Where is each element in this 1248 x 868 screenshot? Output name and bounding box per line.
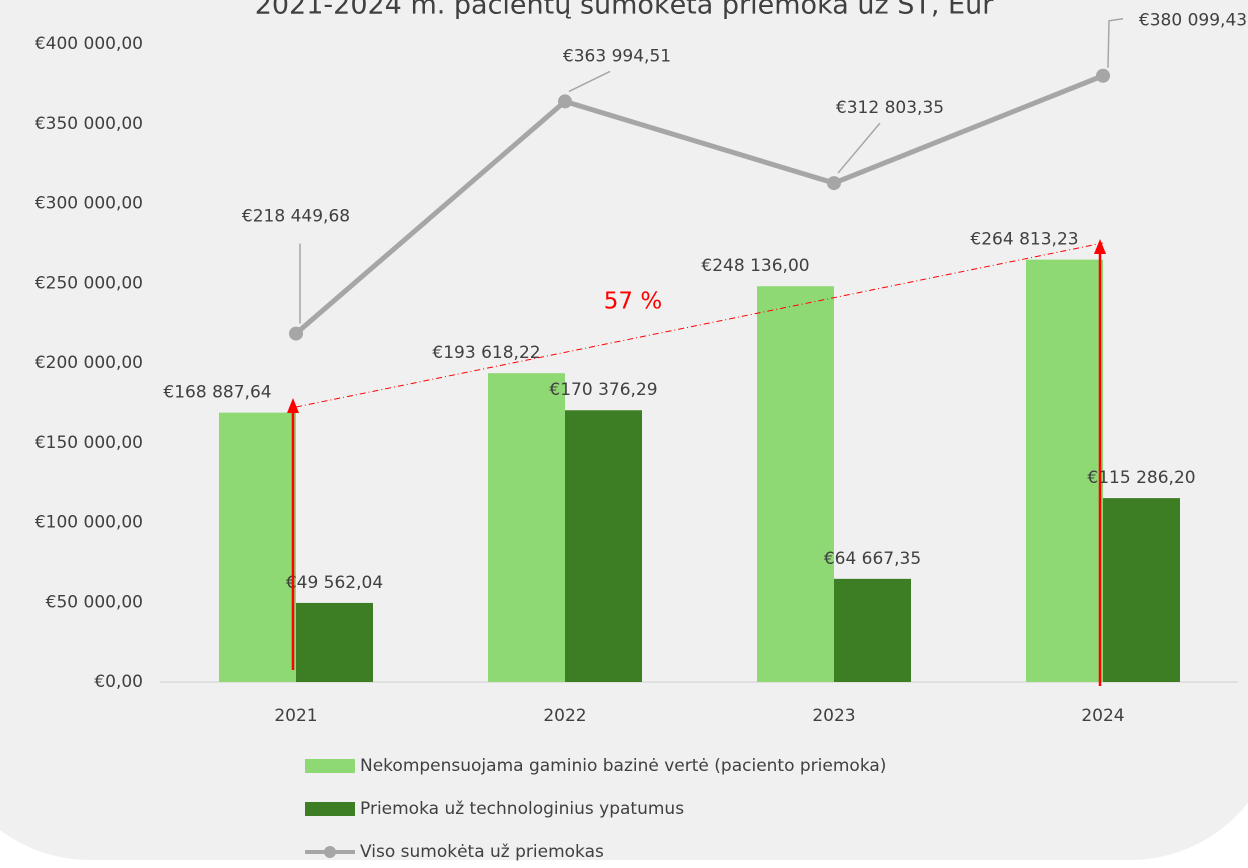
data-label: €168 887,64 <box>163 383 271 403</box>
arrow-head <box>1094 239 1106 254</box>
data-label: €380 099,43 <box>1139 11 1247 31</box>
x-tick-label: 2022 <box>543 706 586 726</box>
line-marker <box>289 326 303 341</box>
legend-label: Priemoka už technologinius ypatumus <box>360 799 684 819</box>
line-marker <box>1096 68 1110 83</box>
y-tick-label: €300 000,00 <box>35 194 143 214</box>
data-label: €312 803,35 <box>836 98 944 118</box>
line-marker <box>558 94 572 109</box>
leader-line <box>568 70 611 93</box>
legend-swatch <box>305 759 355 773</box>
bar <box>219 412 296 682</box>
leader-line <box>1107 17 1124 68</box>
legend-swatch <box>324 846 336 858</box>
legend-swatch <box>305 802 355 816</box>
chart-title: 2021-2024 m. pacientų sumokėta priemoka … <box>255 0 995 21</box>
data-label: €49 562,04 <box>286 573 383 593</box>
x-tick-label: 2024 <box>1081 706 1124 726</box>
x-tick-label: 2021 <box>274 706 317 726</box>
x-tick-label: 2023 <box>812 706 855 726</box>
leader-line <box>837 122 881 174</box>
data-label: €170 376,29 <box>549 380 657 400</box>
y-tick-label: €100 000,00 <box>35 513 143 533</box>
data-label: €218 449,68 <box>242 207 350 227</box>
y-tick-label: €0,00 <box>94 672 143 692</box>
data-label: €115 286,20 <box>1087 468 1195 488</box>
bar <box>757 286 834 682</box>
y-tick-label: €350 000,00 <box>35 114 143 134</box>
bar <box>1026 259 1103 682</box>
plot: €0,00 €50 000,00 €100 000,00 €150 000,00 €20… <box>35 11 1247 862</box>
bar <box>296 602 373 682</box>
bar <box>1103 498 1180 682</box>
data-label: €64 667,35 <box>824 549 921 569</box>
arrow-head <box>287 398 299 413</box>
bar <box>834 578 911 682</box>
data-label: €264 813,23 <box>970 230 1078 250</box>
y-tick-label: €150 000,00 <box>35 433 143 453</box>
line <box>294 73 1104 336</box>
legend-label: Nekompensuojama gaminio bazinė vertė (pa… <box>360 756 886 776</box>
legend-label: Viso sumokėta už priemokas <box>360 842 604 862</box>
bar <box>565 410 642 682</box>
y-tick-label: €250 000,00 <box>35 273 143 293</box>
y-tick-label: €200 000,00 <box>35 353 143 373</box>
annotation: 57 % <box>604 289 662 315</box>
y-tick-label: €400 000,00 <box>35 34 143 54</box>
data-label: €363 994,51 <box>563 46 671 66</box>
line-marker <box>827 176 841 191</box>
data-label: €193 618,22 <box>432 343 540 363</box>
data-label: €248 136,00 <box>701 256 809 276</box>
y-tick-label: €50 000,00 <box>46 592 143 612</box>
bar <box>488 373 565 682</box>
